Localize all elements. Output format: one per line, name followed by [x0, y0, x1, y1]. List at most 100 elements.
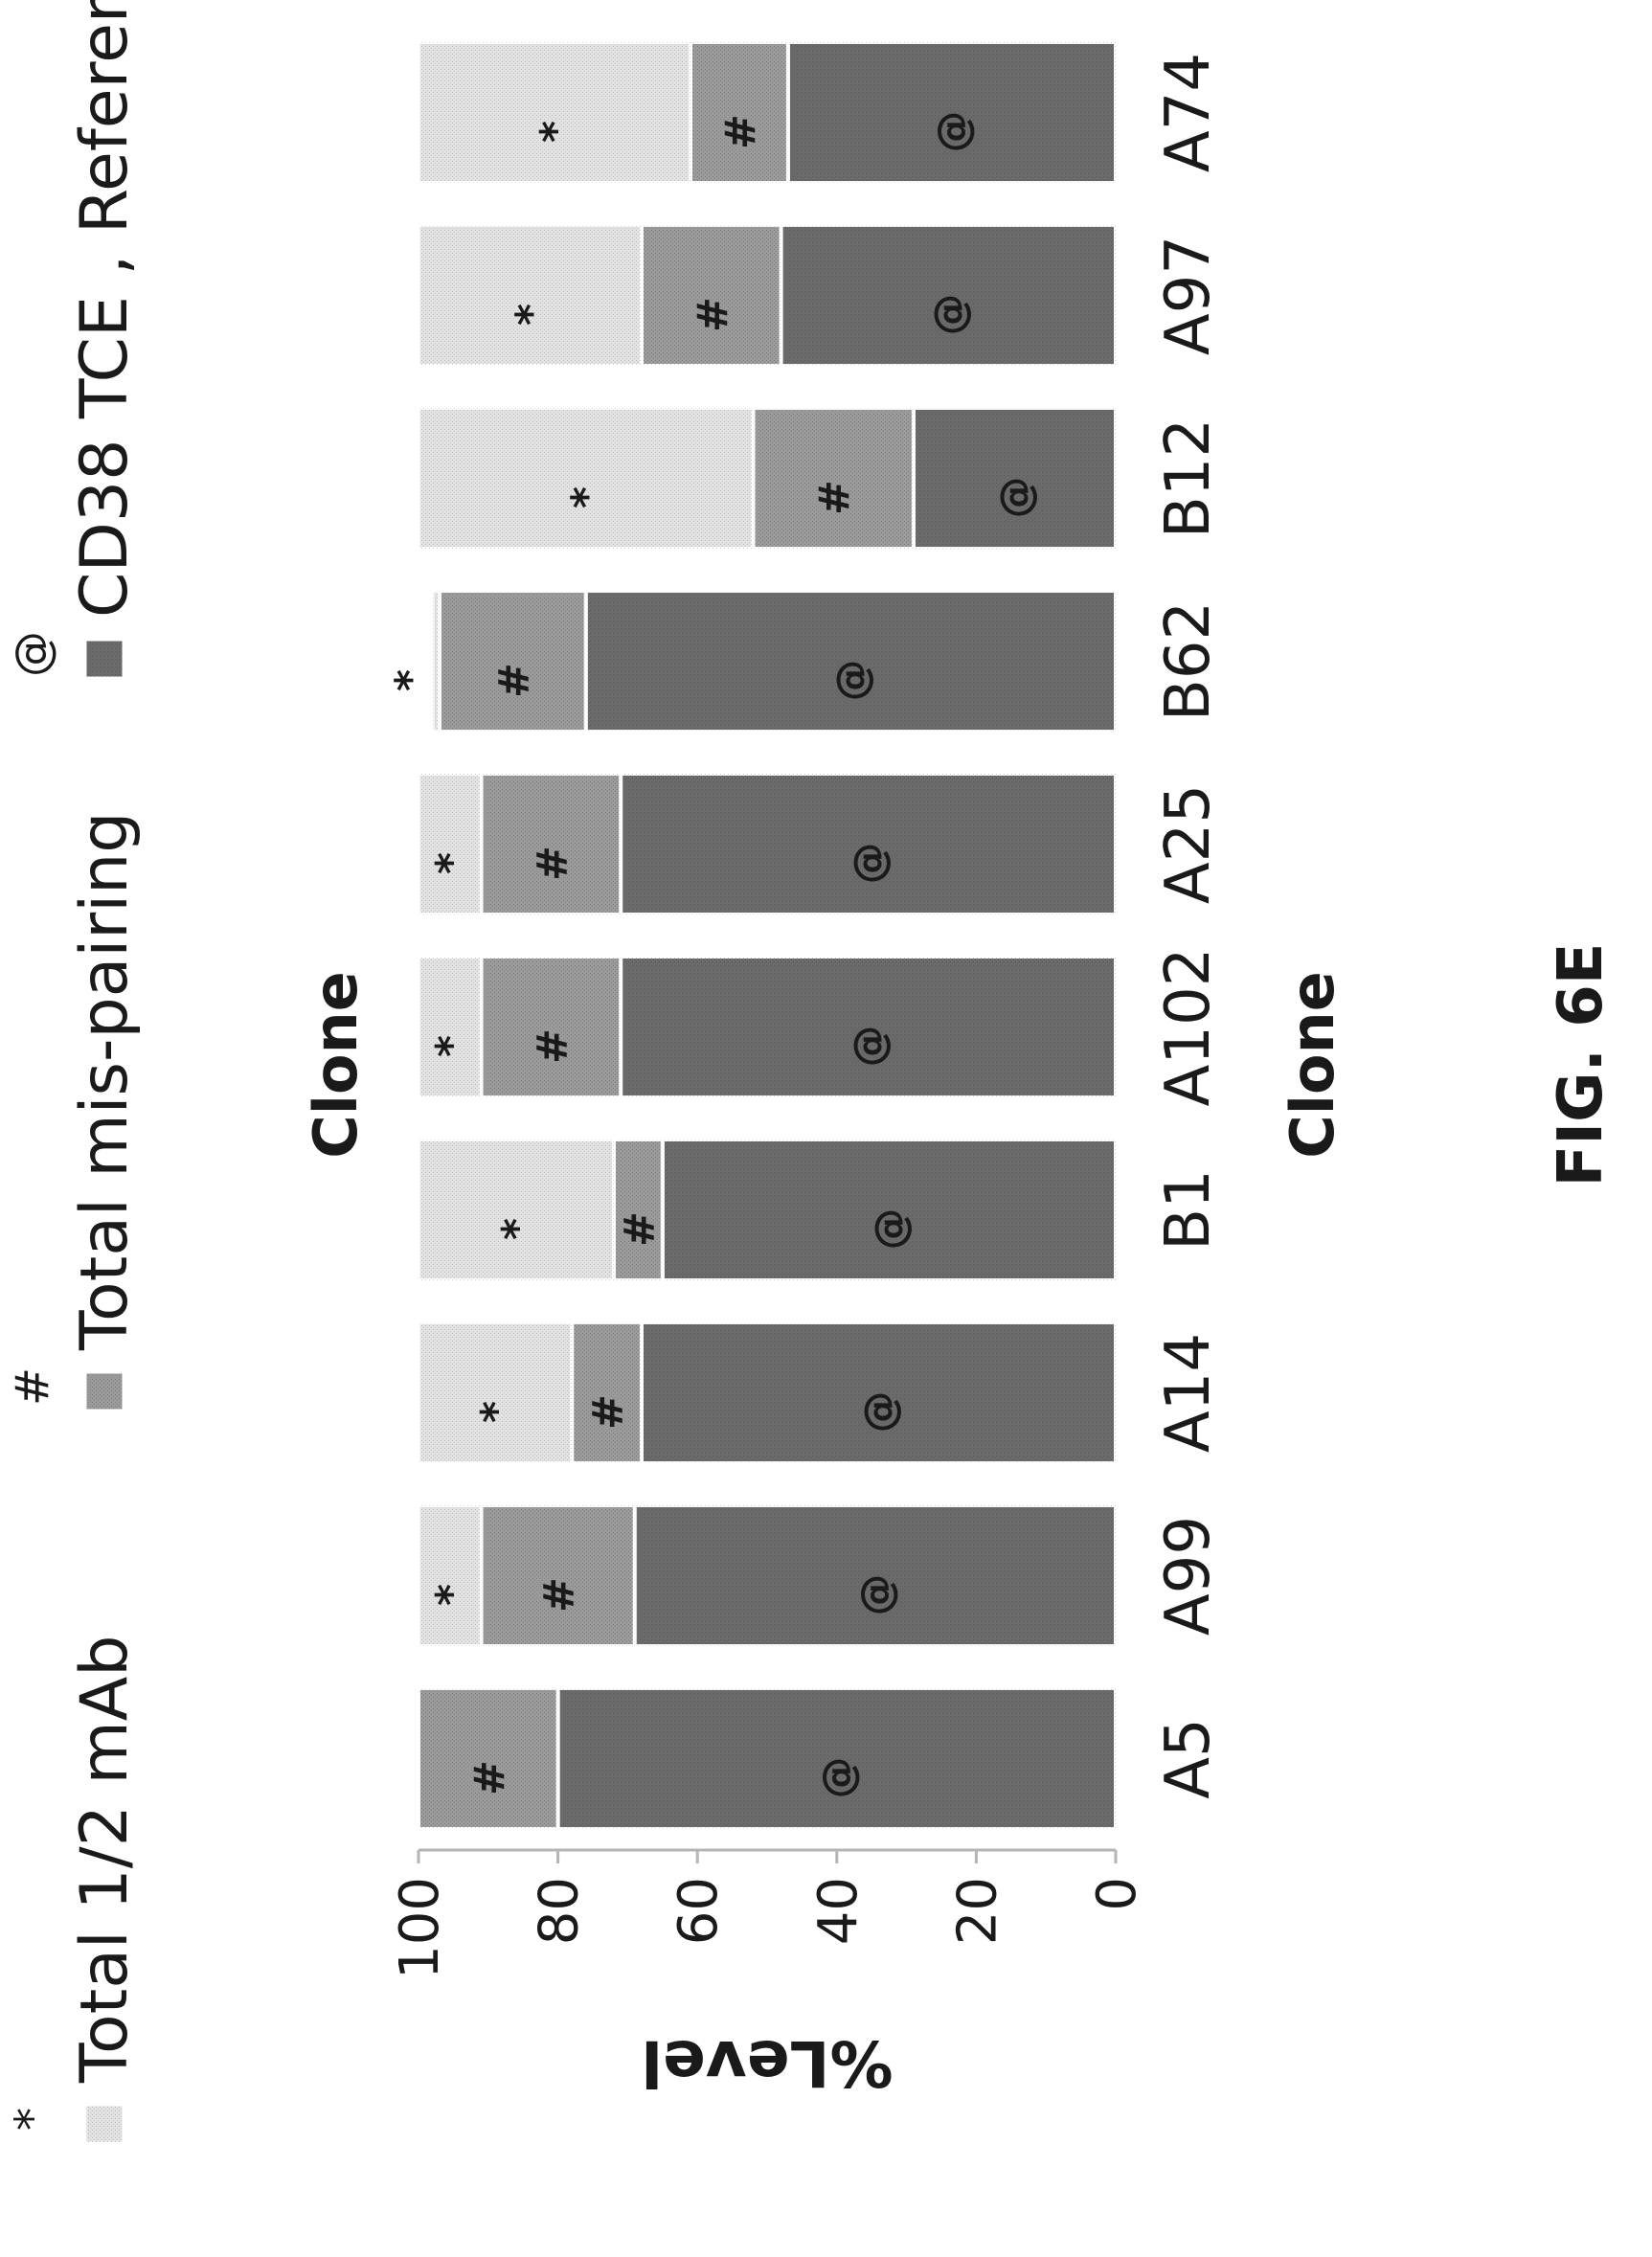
bar-segment: [611, 1137, 665, 1283]
segment-marker: @: [855, 1391, 904, 1433]
bar-segment: [479, 1502, 637, 1649]
bar-segment: [688, 39, 790, 186]
x-axis-label: Clone: [1278, 971, 1347, 1159]
y-axis-label: %Level: [641, 2026, 893, 2100]
legend-marker: *: [6, 2108, 59, 2131]
x-tick-label: B62: [1153, 601, 1224, 721]
bar-segment: [570, 1320, 644, 1466]
bar-texture: [419, 1504, 482, 1647]
segment-marker: @: [925, 294, 974, 336]
bar-texture: [419, 1321, 573, 1464]
segment-marker: #: [689, 297, 737, 332]
x-tick-label: A102: [1153, 948, 1224, 1107]
legend-item: #Total mis-pairing: [6, 812, 143, 1411]
segment-marker: @: [827, 660, 876, 702]
bar-texture: [432, 590, 440, 733]
rotated-chart: *Total 1/2 mAb#Total mis-pairing@CD38 TC…: [6, 0, 1617, 2143]
bar-texture: [753, 407, 914, 550]
segment-marker: #: [615, 1211, 664, 1247]
segment-marker: *: [472, 1401, 521, 1423]
bar-segment: [417, 1685, 560, 1832]
chart-title: Clone: [301, 971, 371, 1159]
bar-segment: [639, 1320, 1119, 1466]
bar-texture: [781, 224, 1116, 367]
legend: * Total 1/2 mAb #Total mis-pairing @CD38 TC…: [6, 0, 143, 2143]
bar-texture: [913, 407, 1116, 550]
segment-marker: #: [528, 1028, 577, 1064]
legend-swatch-texture: [86, 641, 123, 677]
bar-segment: [417, 1320, 575, 1466]
bar-texture: [634, 1504, 1116, 1647]
segment-marker: @: [991, 477, 1040, 519]
bar-texture: [641, 224, 781, 367]
bar-segment: [583, 588, 1118, 734]
bar-texture: [481, 1504, 635, 1647]
y-tick-label: 100: [389, 1877, 451, 1979]
y-tick-label: 20: [946, 1877, 1008, 1945]
segment-marker: #: [716, 114, 765, 149]
bar-segment: [779, 222, 1118, 369]
segment-marker: @: [846, 843, 894, 885]
legend-label: CD38 TCE , Reference: [67, 0, 143, 618]
bar-texture: [419, 1687, 558, 1830]
bar-texture: [557, 1687, 1116, 1830]
x-tick-label: A5: [1153, 1718, 1224, 1799]
segment-marker: *: [563, 486, 612, 508]
legend-item: @CD38 TCE , Reference: [6, 0, 143, 678]
legend-item: * Total 1/2 mAb: [6, 1636, 143, 2143]
segment-marker: *: [493, 1218, 542, 1240]
bar-texture: [662, 1139, 1116, 1281]
bar-texture: [787, 41, 1117, 184]
bar-segment: [417, 405, 756, 552]
segment-marker: *: [532, 121, 580, 143]
segment-marker: @: [846, 1026, 894, 1068]
bar-texture: [481, 956, 622, 1098]
segment-marker: #: [465, 1760, 514, 1795]
segment-marker: @: [814, 1757, 863, 1799]
x-tick-label: B12: [1153, 418, 1224, 538]
bar-texture: [572, 1321, 642, 1464]
figure-label: FIG. 6E: [1546, 943, 1617, 1187]
segment-marker: #: [535, 1577, 584, 1613]
bar-segment: [417, 954, 484, 1100]
bar-texture: [419, 956, 482, 1098]
bar-segment: [751, 405, 916, 552]
bar-segment: [911, 405, 1118, 552]
bar-segment: [437, 588, 588, 734]
x-tick-label: A14: [1153, 1333, 1224, 1453]
y-tick-label: 40: [807, 1877, 870, 1945]
bar-segment: [619, 954, 1118, 1100]
bar-texture: [419, 224, 642, 367]
bar-segment: [785, 39, 1119, 186]
bar-segment: [417, 1502, 484, 1649]
legend-swatch-texture: [86, 1373, 123, 1410]
bar-texture: [621, 956, 1116, 1098]
bar-texture: [439, 590, 586, 733]
segment-marker: *: [427, 1035, 476, 1057]
bar-segment: [479, 954, 623, 1100]
plot-area: 0 20 40 60 80 100 @ # A5 @ # * A99 @ # * A14 @ # * B1 @ # * A102…: [387, 39, 1224, 1979]
segment-marker: #: [528, 846, 577, 881]
x-tick-label: A74: [1153, 53, 1224, 172]
legend-marker: #: [6, 1367, 59, 1406]
segment-marker: *: [387, 669, 436, 691]
bar-texture: [641, 1321, 1117, 1464]
legend-marker: @: [6, 631, 59, 677]
bar-segment: [417, 222, 644, 369]
bar-texture: [585, 590, 1116, 733]
bar-segment: [417, 771, 484, 917]
legend-swatch-texture: [86, 2106, 123, 2142]
segment-marker: #: [489, 663, 538, 698]
bar-texture: [613, 1139, 663, 1281]
segment-marker: #: [584, 1394, 633, 1430]
segment-marker: #: [810, 480, 859, 515]
bar-segment: [660, 1137, 1118, 1283]
bar-segment: [417, 1137, 616, 1283]
segment-marker: *: [427, 852, 476, 874]
bar-texture: [419, 407, 754, 550]
y-tick-label: 0: [1086, 1877, 1148, 1911]
bar-texture: [690, 41, 788, 184]
x-tick-label: A25: [1153, 784, 1224, 904]
segment-marker: *: [427, 1584, 476, 1606]
